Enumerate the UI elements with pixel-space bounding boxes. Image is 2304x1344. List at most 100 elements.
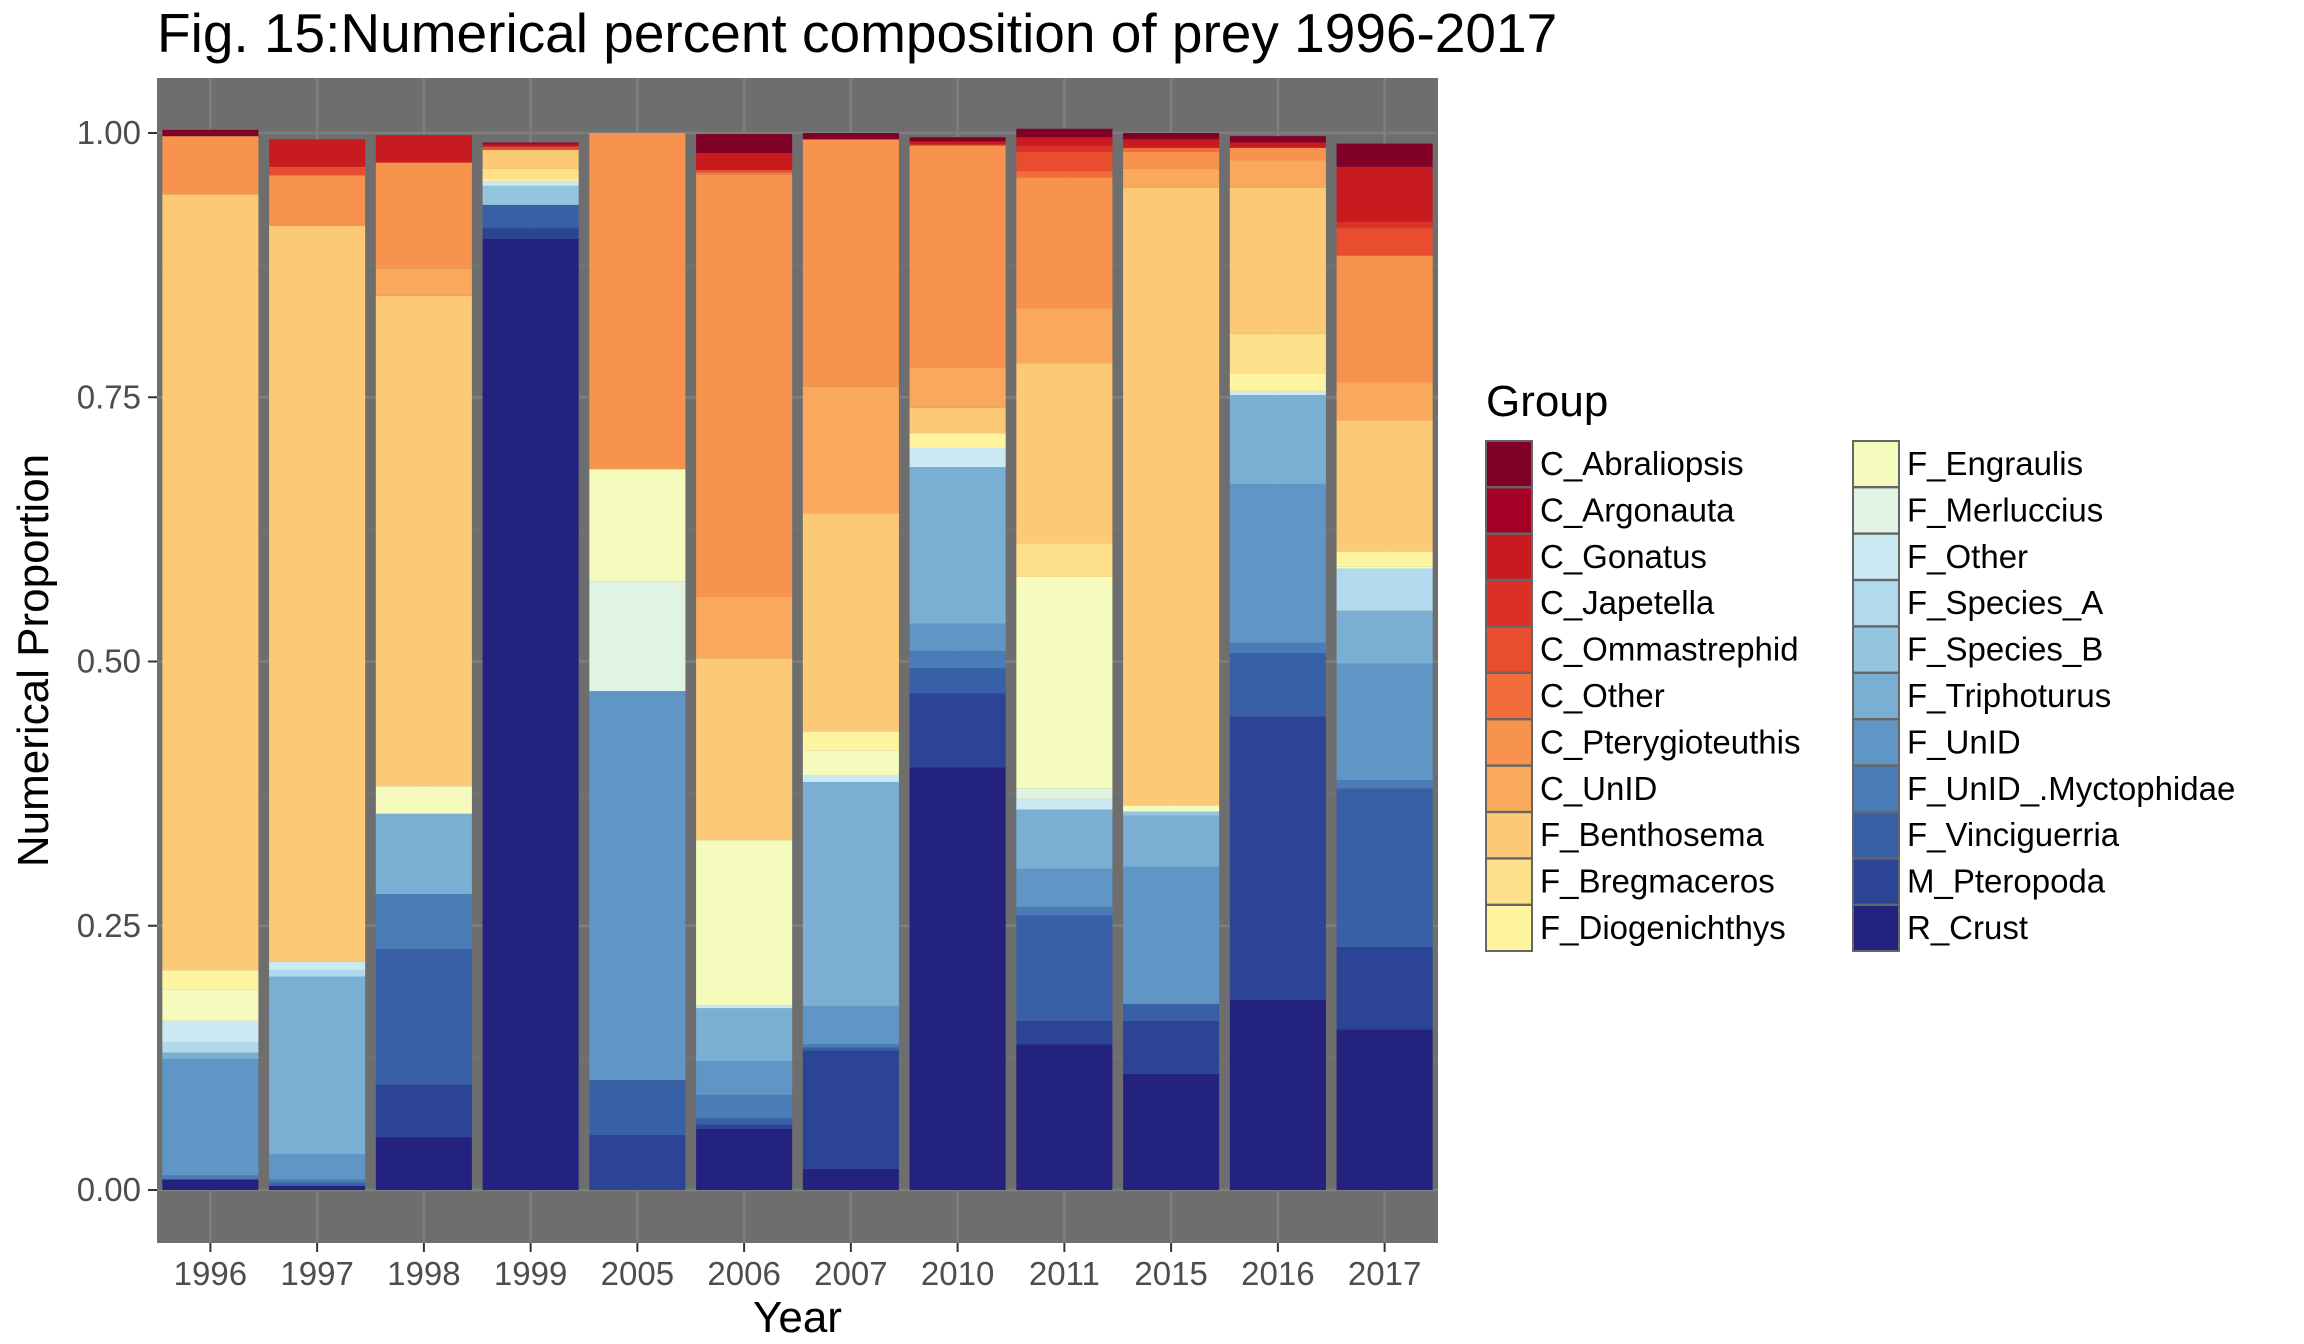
bar-segment: [1336, 551, 1433, 567]
bar-segment: [482, 146, 579, 150]
legend-label: F_Species_A: [1907, 584, 2103, 621]
bar-segment: [482, 228, 579, 239]
bar-segment: [482, 181, 579, 186]
bar-segment: [269, 961, 366, 971]
x-tick-label: 2016: [1241, 1255, 1314, 1292]
legend-key: [1852, 811, 1900, 860]
bar-segment: [269, 1179, 366, 1183]
bar-segment: [1123, 1020, 1220, 1074]
legend-key: [1852, 625, 1900, 674]
legend-label: F_Engraulis: [1907, 445, 2083, 482]
bar-segment: [696, 1124, 793, 1129]
bar-segment: [375, 1084, 472, 1138]
legend-label: F_Triphoturus: [1907, 677, 2111, 714]
legend-key: [1852, 672, 1900, 720]
legend-key: [1852, 764, 1900, 813]
bar-segment: [1123, 811, 1220, 816]
bar-segment: [1229, 147, 1326, 161]
bar-segment: [1229, 142, 1326, 148]
bar-segment: [162, 1175, 259, 1180]
bar-segment: [1229, 999, 1326, 1190]
bar-segment: [696, 1128, 793, 1190]
legend-label: C_Other: [1540, 677, 1665, 714]
bar-segment: [909, 137, 1006, 142]
legend-label: F_Merluccius: [1907, 491, 2103, 528]
legend-key: [1485, 811, 1533, 860]
bar-segment: [1016, 128, 1113, 138]
x-axis-ticks: 1996 1997 1998 1999 2005 2006 2007 2010 2011 2015…: [174, 1243, 1421, 1292]
bar-segment: [802, 775, 899, 782]
bar-segment: [1016, 171, 1113, 178]
bar-segment: [375, 135, 472, 163]
bar-segment: [589, 1080, 686, 1136]
bar-segment: [909, 467, 1006, 624]
legend-label: C_Japetella: [1540, 584, 1715, 621]
bar-segment: [269, 970, 366, 977]
x-tick-label: 2007: [814, 1255, 887, 1292]
bar-segment: [802, 133, 899, 140]
bar-segment: [162, 194, 259, 971]
legend-key: [1485, 486, 1533, 535]
bar-segment: [909, 447, 1006, 468]
bar-segment: [1016, 308, 1113, 364]
bar-segment: [696, 169, 793, 173]
bar-segment: [1336, 568, 1433, 611]
bar-segment: [909, 144, 1006, 146]
bar-segment: [696, 134, 793, 154]
bar-segment: [1123, 815, 1220, 867]
bar-segment: [1336, 566, 1433, 569]
legend-key: [1485, 718, 1533, 767]
bar-segment: [1229, 373, 1326, 391]
bar-segment: [1336, 382, 1433, 421]
bar-segment: [802, 1006, 899, 1045]
bars: [162, 128, 1433, 1190]
bar-segment: [1016, 152, 1113, 172]
bar-segment: [589, 581, 686, 692]
bar-segment: [909, 693, 1006, 768]
bar-segment: [162, 1020, 259, 1043]
legend-key: [1485, 764, 1533, 813]
x-tick-label: 1999: [494, 1255, 567, 1292]
legend: C_Abraliopsis C_Argonauta C_Gonatus C_Japet…: [1485, 440, 2235, 952]
bar-segment: [1123, 1003, 1220, 1021]
bar-segment: [1336, 1029, 1433, 1190]
legend-label: C_UnID: [1540, 770, 1657, 807]
legend-label: C_Abraliopsis: [1540, 445, 1744, 482]
bar-segment: [1336, 610, 1433, 664]
bar-segment: [589, 469, 686, 582]
legend-key: [1852, 532, 1900, 581]
bar-segment: [802, 386, 899, 514]
bar-segment: [1123, 139, 1220, 148]
x-tick-label: 1997: [280, 1255, 353, 1292]
bar-segment: [802, 781, 899, 1007]
bar-segment: [1016, 868, 1113, 907]
bar-segment: [909, 407, 1006, 434]
bar-segment: [802, 139, 899, 387]
bar-segment: [1336, 788, 1433, 947]
legend-key: [1852, 486, 1900, 535]
bar-segment: [909, 145, 1006, 368]
bar-segment: [375, 894, 472, 950]
bar-segment: [482, 179, 579, 182]
bar-segment: [1123, 152, 1220, 169]
bar-segment: [1016, 543, 1113, 577]
bar-segment: [589, 133, 686, 470]
y-tick-label: 0.00: [77, 1171, 141, 1208]
y-axis-ticks: 0.00 0.25 0.50 0.75 1.00: [77, 114, 157, 1208]
bar-segment: [1123, 187, 1220, 806]
y-tick-label: 0.25: [77, 907, 141, 944]
bar-segment: [1016, 915, 1113, 1021]
bar-segment: [696, 658, 793, 841]
x-tick-label: 2017: [1348, 1255, 1421, 1292]
bar-segment: [1016, 906, 1113, 916]
legend-label: F_Species_B: [1907, 631, 2103, 668]
x-tick-label: 2010: [921, 1255, 994, 1292]
bar-segment: [482, 142, 579, 145]
bar-segment: [1123, 147, 1220, 153]
bar-segment: [1016, 788, 1113, 799]
bar-segment: [1016, 363, 1113, 544]
bar-segment: [1336, 779, 1433, 789]
bar-segment: [1336, 946, 1433, 1030]
bar-segment: [375, 268, 472, 296]
legend-label: C_Pterygioteuthis: [1540, 723, 1800, 760]
